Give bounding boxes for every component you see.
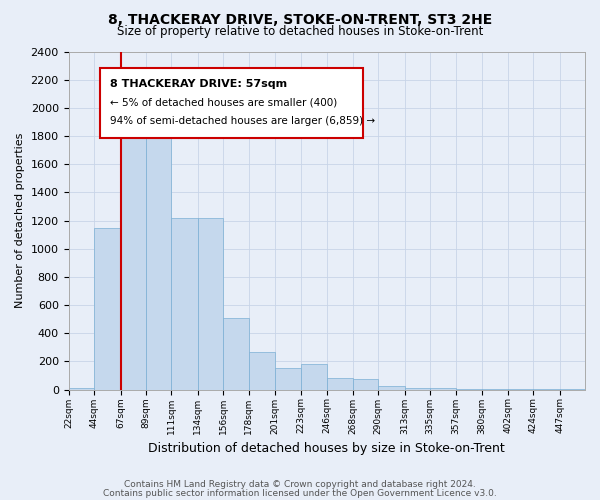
Bar (508, 389, 533, 390)
Bar (172, 218, 198, 390)
Bar (94, 228, 121, 390)
Bar (68, 388, 94, 390)
Bar (328, 378, 353, 390)
Text: ← 5% of detached houses are smaller (400): ← 5% of detached houses are smaller (400… (110, 97, 337, 107)
Bar (121, 115, 146, 390)
X-axis label: Distribution of detached houses by size in Stoke-on-Trent: Distribution of detached houses by size … (148, 442, 505, 455)
Bar (430, 388, 455, 390)
Bar (405, 388, 430, 390)
Text: Contains public sector information licensed under the Open Government Licence v3: Contains public sector information licen… (103, 488, 497, 498)
Text: 8, THACKERAY DRIVE, STOKE-ON-TRENT, ST3 2HE: 8, THACKERAY DRIVE, STOKE-ON-TRENT, ST3 … (108, 12, 492, 26)
Bar (223, 318, 249, 390)
Bar (275, 368, 301, 390)
Text: Size of property relative to detached houses in Stoke-on-Trent: Size of property relative to detached ho… (117, 25, 483, 38)
Bar (198, 218, 223, 390)
Bar (301, 364, 328, 390)
Bar (249, 352, 275, 390)
Bar (378, 386, 405, 390)
Y-axis label: Number of detached properties: Number of detached properties (15, 133, 25, 308)
Text: 94% of semi-detached houses are larger (6,859) →: 94% of semi-detached houses are larger (… (110, 116, 375, 126)
Bar (353, 379, 378, 390)
Bar (482, 389, 508, 390)
Bar (455, 389, 482, 390)
Text: Contains HM Land Registry data © Crown copyright and database right 2024.: Contains HM Land Registry data © Crown c… (124, 480, 476, 489)
Bar (146, 132, 172, 390)
Text: 8 THACKERAY DRIVE: 57sqm: 8 THACKERAY DRIVE: 57sqm (110, 78, 287, 88)
FancyBboxPatch shape (100, 68, 363, 138)
